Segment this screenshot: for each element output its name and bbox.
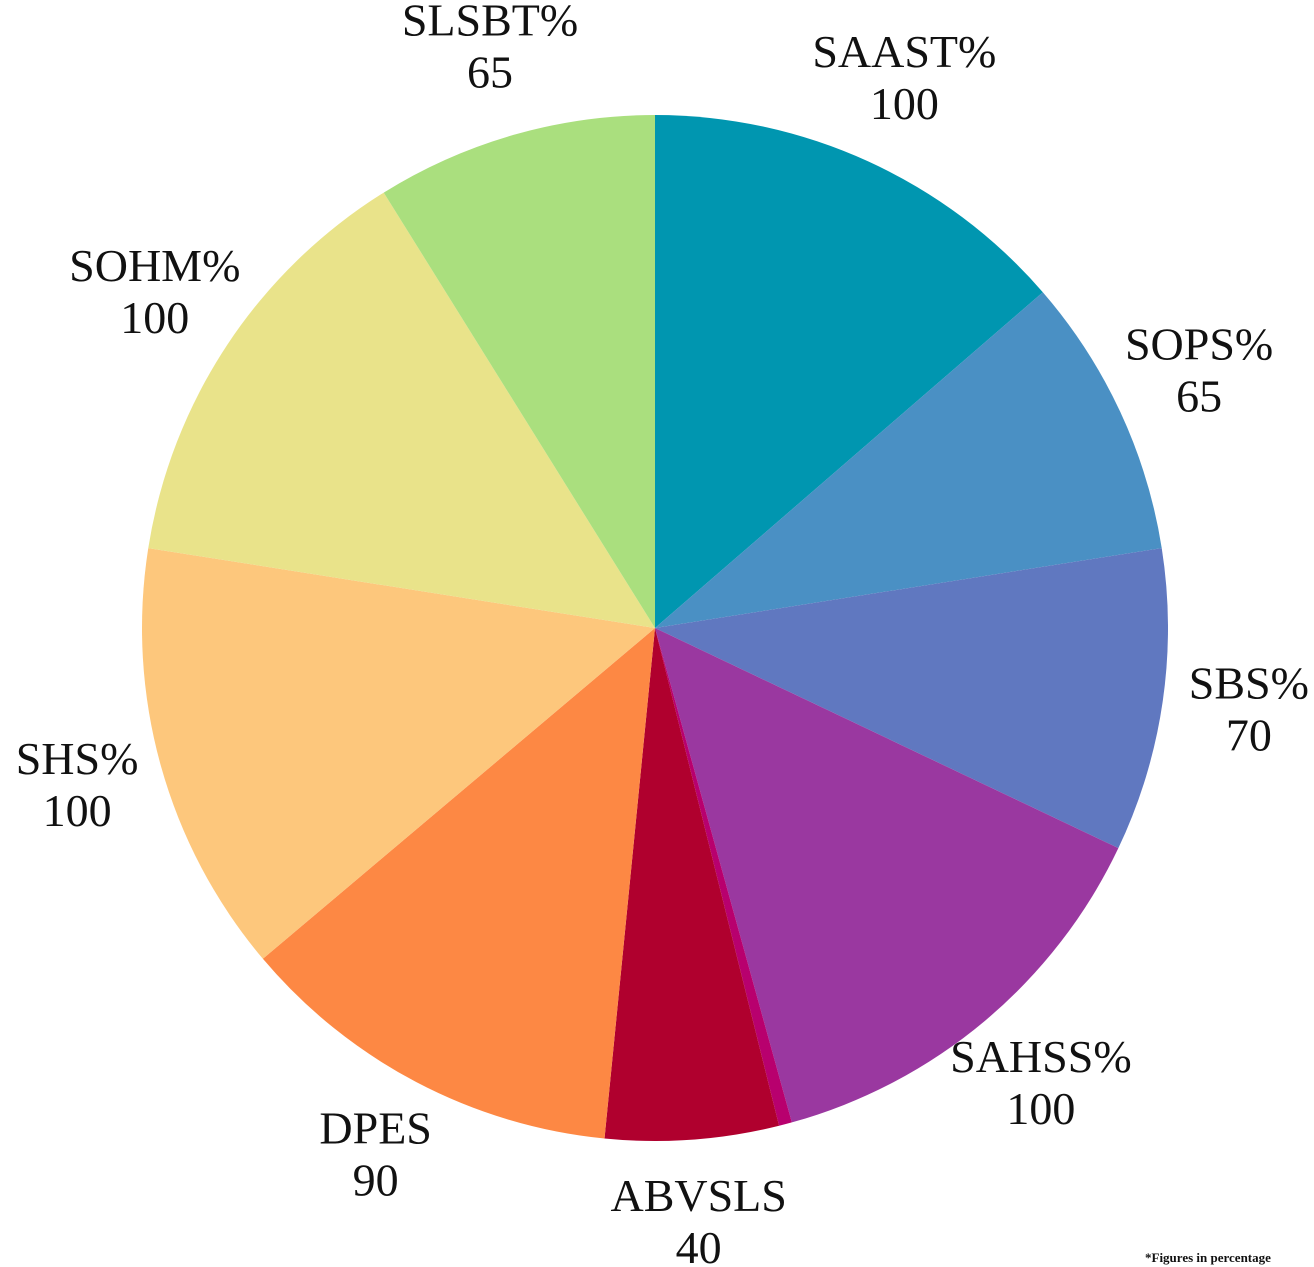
slice-value: 100 bbox=[1006, 1083, 1075, 1134]
slice-value: 70 bbox=[1226, 709, 1272, 760]
footnote: *Figures in percentage bbox=[1145, 1250, 1271, 1265]
pie-slice bbox=[655, 548, 1168, 849]
slice-label: ABVSLS bbox=[610, 1170, 786, 1221]
pie-slice bbox=[142, 548, 655, 959]
slice-label: SHS% bbox=[16, 733, 139, 784]
slice-value: 90 bbox=[353, 1155, 399, 1206]
slice-label: SOHM% bbox=[69, 240, 240, 291]
pie-slice bbox=[604, 628, 780, 1141]
slice-value: 100 bbox=[43, 785, 112, 836]
pie-slice bbox=[655, 628, 1119, 1123]
pie-slice bbox=[655, 628, 792, 1126]
pie-slice bbox=[262, 628, 655, 1139]
slice-label: DPES bbox=[319, 1103, 431, 1154]
slice-label: SOPS% bbox=[1125, 319, 1273, 370]
slice-label: SLSBT% bbox=[402, 0, 578, 46]
slice-value: 100 bbox=[870, 78, 939, 129]
pie-slice bbox=[148, 192, 655, 628]
pie-slice bbox=[383, 115, 655, 628]
slice-value: 100 bbox=[120, 292, 189, 343]
pie-slice bbox=[655, 115, 1043, 628]
pie-slice bbox=[655, 292, 1162, 628]
slice-label: SBS% bbox=[1189, 657, 1309, 708]
slice-value: 65 bbox=[467, 47, 513, 98]
slice-label: SAHSS% bbox=[950, 1031, 1132, 1082]
slice-label: SAAST% bbox=[812, 26, 996, 77]
slice-value: 65 bbox=[1176, 371, 1222, 422]
slice-value: 40 bbox=[676, 1222, 722, 1267]
